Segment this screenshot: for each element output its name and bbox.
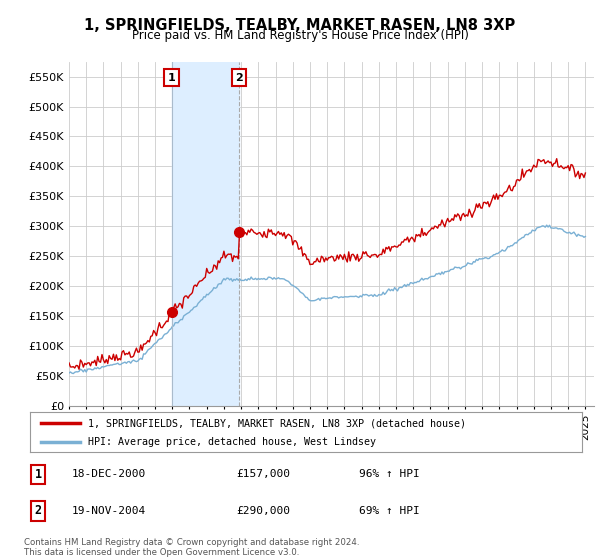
Text: 1: 1 [34,468,41,481]
Text: Contains HM Land Registry data © Crown copyright and database right 2024.: Contains HM Land Registry data © Crown c… [24,538,359,547]
Text: 1, SPRINGFIELDS, TEALBY, MARKET RASEN, LN8 3XP: 1, SPRINGFIELDS, TEALBY, MARKET RASEN, L… [85,18,515,33]
Text: 19-NOV-2004: 19-NOV-2004 [71,506,146,516]
Text: 1: 1 [167,73,175,83]
Text: 96% ↑ HPI: 96% ↑ HPI [359,469,419,479]
Text: £290,000: £290,000 [236,506,290,516]
Text: 1, SPRINGFIELDS, TEALBY, MARKET RASEN, LN8 3XP (detached house): 1, SPRINGFIELDS, TEALBY, MARKET RASEN, L… [88,418,466,428]
Text: £157,000: £157,000 [236,469,290,479]
Text: 2: 2 [34,504,41,517]
Text: This data is licensed under the Open Government Licence v3.0.: This data is licensed under the Open Gov… [24,548,299,557]
Text: 2: 2 [235,73,243,83]
Text: HPI: Average price, detached house, West Lindsey: HPI: Average price, detached house, West… [88,437,376,447]
Text: 18-DEC-2000: 18-DEC-2000 [71,469,146,479]
Bar [172,62,239,406]
Text: 69% ↑ HPI: 69% ↑ HPI [359,506,419,516]
Text: Price paid vs. HM Land Registry's House Price Index (HPI): Price paid vs. HM Land Registry's House … [131,29,469,42]
